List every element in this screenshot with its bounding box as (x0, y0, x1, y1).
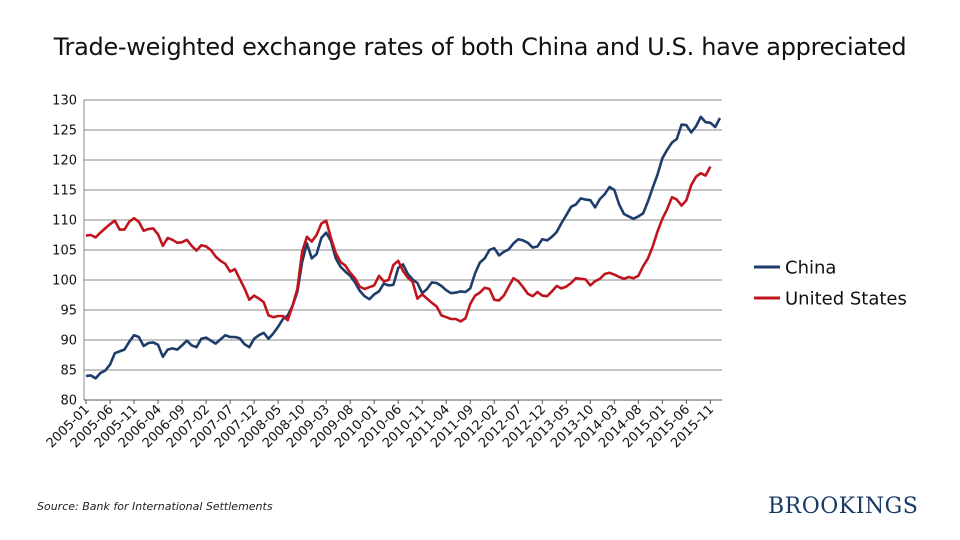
y-tick-label: 120 (52, 154, 77, 169)
legend: China United States (754, 258, 907, 310)
gridlines (84, 99, 722, 401)
y-tick-label: 130 (52, 94, 77, 109)
y-tick-label: 125 (52, 124, 77, 139)
series-line-china (85, 115, 722, 380)
legend-label: China (785, 258, 836, 279)
x-axis: 2005-012005-062005-112006-042006-092007-… (44, 399, 722, 451)
y-tick-label: 80 (60, 394, 77, 409)
legend-label: United States (785, 289, 907, 310)
y-axis: 80 85 90 95 100 105 110 115 120 125 130 (52, 94, 85, 409)
series-lines (85, 115, 722, 380)
source-note: Source: Bank for International Settlemen… (37, 500, 273, 513)
y-tick-label: 110 (52, 214, 77, 229)
y-tick-label: 90 (60, 334, 77, 349)
series-line-united-states (85, 165, 712, 323)
y-tick-label: 105 (52, 244, 77, 259)
y-tick-label: 115 (52, 184, 77, 199)
chart-title: Trade-weighted exchange rates of both Ch… (53, 33, 907, 61)
y-tick-label: 95 (60, 304, 77, 319)
brookings-logo: BROOKINGS (768, 494, 919, 519)
y-tick-label: 85 (60, 364, 77, 379)
y-tick-label: 100 (52, 274, 77, 289)
